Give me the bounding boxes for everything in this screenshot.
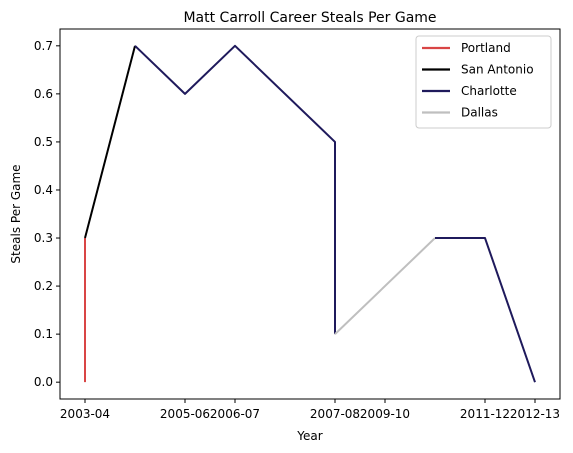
- y-tick-label: 0.6: [34, 87, 53, 101]
- legend-frame: [415, 35, 552, 129]
- chart-title: Matt Carroll Career Steals Per Game: [183, 10, 436, 26]
- legend: Portland San Antonio Charlotte Dallas: [415, 35, 552, 129]
- series-line-dallas: [334, 237, 436, 335]
- legend-entry-label: Portland: [461, 41, 511, 55]
- y-axis: 0.0 0.1 0.2 0.3 0.4 0.5 0.6 0.7: [34, 39, 60, 389]
- x-tick-label: 2011-12: [460, 407, 510, 421]
- y-tick-label: 0.1: [34, 327, 53, 341]
- x-tick-label: 2006-07: [210, 407, 260, 421]
- legend-entry-label: Dallas: [461, 106, 498, 120]
- y-tick-label: 0.0: [34, 375, 53, 389]
- x-axis-label: Year: [296, 429, 322, 443]
- x-tick-label: 2005-06: [160, 407, 210, 421]
- y-tick-label: 0.5: [34, 135, 53, 149]
- plot-frame: [59, 28, 561, 400]
- series-line-charlotte: [134, 44, 336, 335]
- x-tick-label: 2012-13: [510, 407, 560, 421]
- series-line-san-antonio: [84, 45, 136, 239]
- series-lines: [84, 44, 536, 383]
- y-tick-label: 0.2: [34, 279, 53, 293]
- y-axis-label: Steals Per Game: [9, 164, 23, 263]
- y-tick-label: 0.4: [34, 183, 53, 197]
- x-tick-label: 2003-04: [60, 407, 110, 421]
- x-axis: 2003-04 2005-06 2006-07 2007-08 2009-10 2011-…: [60, 399, 560, 421]
- legend-entry-label: San Antonio: [461, 63, 534, 77]
- x-tick-label: 2009-10: [360, 407, 410, 421]
- x-tick-label: 2007-08: [310, 407, 360, 421]
- series-line-charlotte: [435, 237, 536, 383]
- legend-entry-label: Charlotte: [461, 84, 517, 98]
- y-tick-label: 0.3: [34, 231, 53, 245]
- y-tick-label: 0.7: [34, 39, 53, 53]
